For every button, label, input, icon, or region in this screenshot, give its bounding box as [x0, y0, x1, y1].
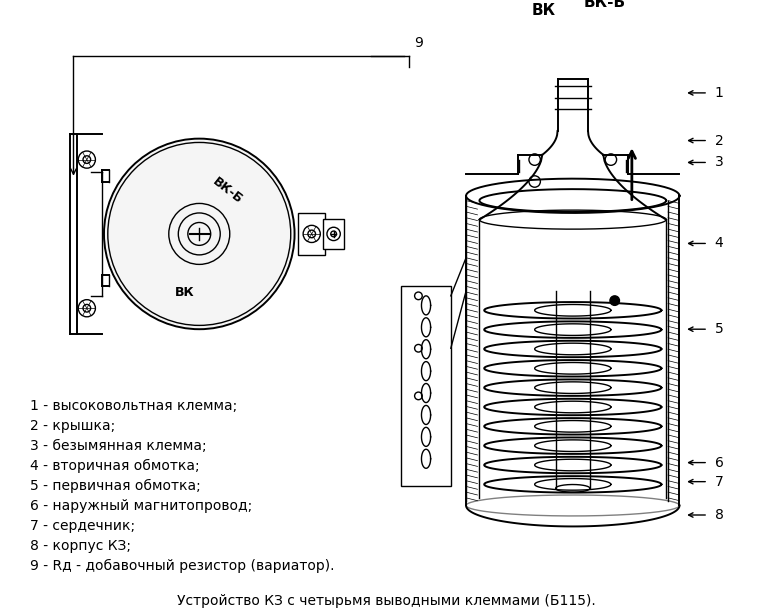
- Text: 7 - сердечник;: 7 - сердечник;: [29, 519, 135, 533]
- Text: 1 - высоковольтная клемма;: 1 - высоковольтная клемма;: [29, 399, 237, 413]
- Text: ВК-Б: ВК-Б: [584, 0, 625, 10]
- Text: 9 - Rд - добавочный резистор (вариатор).: 9 - Rд - добавочный резистор (вариатор).: [29, 559, 334, 573]
- Circle shape: [529, 154, 540, 165]
- Circle shape: [414, 292, 422, 299]
- FancyBboxPatch shape: [298, 213, 325, 255]
- Text: 3: 3: [715, 155, 724, 169]
- Text: Устройство КЗ с четырьмя выводными клеммами (Б115).: Устройство КЗ с четырьмя выводными клемм…: [177, 594, 595, 608]
- Circle shape: [78, 299, 95, 317]
- Text: ВК-Б: ВК-Б: [210, 176, 245, 207]
- Text: 6 - наружный магнитопровод;: 6 - наружный магнитопровод;: [29, 499, 252, 513]
- Circle shape: [605, 154, 617, 165]
- Circle shape: [414, 344, 422, 352]
- Circle shape: [78, 151, 95, 168]
- Text: 4 - вторичная обмотка;: 4 - вторичная обмотка;: [29, 459, 199, 473]
- FancyBboxPatch shape: [323, 219, 344, 249]
- Text: 2 - крышка;: 2 - крышка;: [29, 419, 115, 433]
- Circle shape: [529, 176, 540, 187]
- Text: 1: 1: [715, 86, 724, 100]
- Text: ВК: ВК: [532, 2, 556, 17]
- Text: 7: 7: [715, 475, 724, 488]
- Text: 2: 2: [715, 134, 724, 148]
- Circle shape: [327, 227, 340, 241]
- FancyBboxPatch shape: [401, 286, 451, 487]
- Text: 6: 6: [715, 456, 724, 469]
- Circle shape: [104, 139, 295, 329]
- Text: 9: 9: [414, 36, 423, 51]
- Circle shape: [414, 392, 422, 400]
- Text: ВК: ВК: [175, 286, 195, 299]
- Text: 8: 8: [715, 508, 724, 522]
- Text: 5 - первичная обмотка;: 5 - первичная обмотка;: [29, 479, 200, 493]
- Text: 4: 4: [715, 237, 724, 251]
- Circle shape: [610, 296, 619, 306]
- Text: 3 - безымянная клемма;: 3 - безымянная клемма;: [29, 439, 206, 453]
- Text: 8 - корпус КЗ;: 8 - корпус КЗ;: [29, 539, 131, 553]
- Circle shape: [303, 225, 320, 243]
- Text: 5: 5: [715, 322, 724, 336]
